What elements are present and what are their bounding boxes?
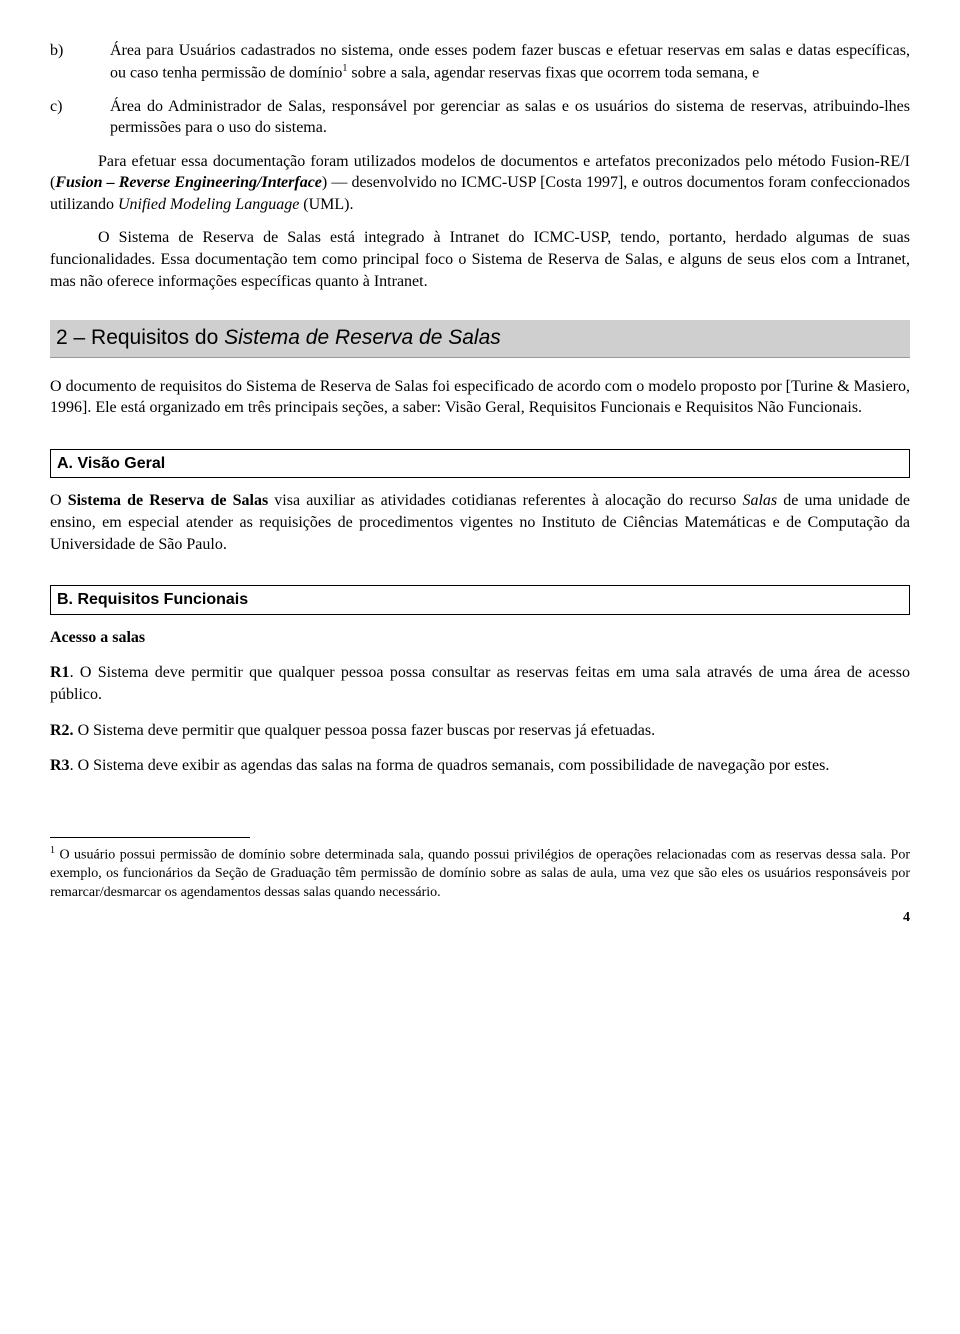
r2-label: R2. bbox=[50, 722, 74, 739]
list-b-post: sobre a sala, agendar reservas fixas que… bbox=[347, 64, 759, 81]
req-subtitle-acesso: Acesso a salas bbox=[50, 627, 910, 649]
para1-post: (UML). bbox=[299, 196, 353, 213]
footnote-1: 1 O usuário possui permissão de domínio … bbox=[50, 844, 910, 903]
page-number: 4 bbox=[50, 909, 910, 928]
list-item-b: b) Área para Usuários cadastrados no sis… bbox=[50, 40, 910, 84]
subA-paragraph: O Sistema de Reserva de Salas visa auxil… bbox=[50, 490, 910, 555]
footnote-text: O usuário possui permissão de domínio so… bbox=[50, 847, 910, 900]
r2-text: O Sistema deve permitir que qualquer pes… bbox=[74, 722, 656, 739]
para1-uml: Unified Modeling Language bbox=[118, 196, 299, 213]
r3-label: R3 bbox=[50, 757, 70, 774]
section2-intro: O documento de requisitos do Sistema de … bbox=[50, 376, 910, 419]
r1-label: R1 bbox=[50, 664, 70, 681]
section-heading-requisitos: 2 – Requisitos do Sistema de Reserva de … bbox=[50, 320, 910, 357]
r1-text: . O Sistema deve permitir que qualquer p… bbox=[50, 664, 910, 703]
list-body-b: Área para Usuários cadastrados no sistem… bbox=[110, 40, 910, 84]
requirement-r2: R2. O Sistema deve permitir que qualquer… bbox=[50, 720, 910, 742]
list-marker-b: b) bbox=[50, 40, 110, 84]
list-marker-c: c) bbox=[50, 96, 110, 139]
requirement-r3: R3. O Sistema deve exibir as agendas das… bbox=[50, 755, 910, 777]
subA-pre: O bbox=[50, 492, 68, 509]
footnote-separator bbox=[50, 837, 250, 838]
subA-mid1: visa auxiliar as atividades cotidianas r… bbox=[268, 492, 742, 509]
r3-text: . O Sistema deve exibir as agendas das s… bbox=[70, 757, 830, 774]
subA-bold: Sistema de Reserva de Salas bbox=[68, 492, 268, 509]
para1-fusion: Fusion – Reverse Engineering/Interface bbox=[55, 174, 322, 191]
paragraph-integration: O Sistema de Reserva de Salas está integ… bbox=[50, 227, 910, 292]
paragraph-methodology: Para efetuar essa documentação foram uti… bbox=[50, 151, 910, 216]
requirement-r1: R1. O Sistema deve permitir que qualquer… bbox=[50, 662, 910, 705]
subheading-requisitos-funcionais: B. Requisitos Funcionais bbox=[50, 585, 910, 615]
section2-num: 2 – Requisitos do bbox=[56, 326, 224, 349]
section2-title: Sistema de Reserva de Salas bbox=[224, 326, 501, 349]
list-body-c: Área do Administrador de Salas, responsá… bbox=[110, 96, 910, 139]
list-item-c: c) Área do Administrador de Salas, respo… bbox=[50, 96, 910, 139]
subheading-visao-geral: A. Visão Geral bbox=[50, 449, 910, 479]
subA-italic: Salas bbox=[742, 492, 777, 509]
